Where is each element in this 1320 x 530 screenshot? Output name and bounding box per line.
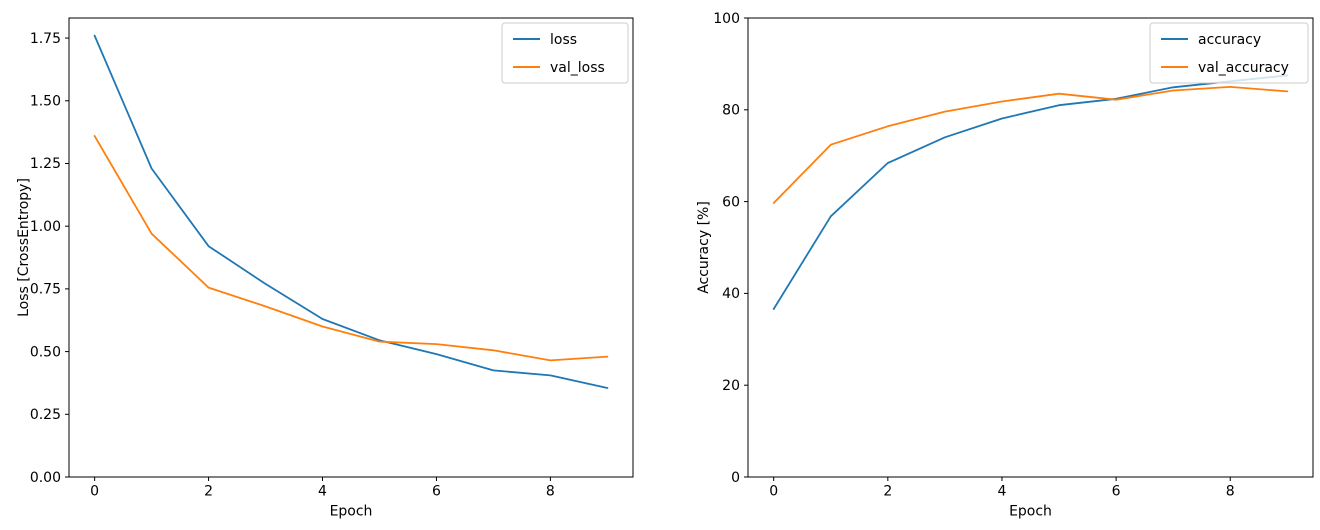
y-tick-label: 0.00 [30,470,61,486]
x-tick-label: 0 [90,484,99,500]
y-tick-label: 0.50 [30,344,61,360]
x-tick-label: 4 [998,484,1007,500]
x-axis-label: Epoch [330,504,373,520]
y-tick-label: 100 [713,11,740,27]
y-tick-label: 1.00 [30,219,61,235]
x-tick-label: 2 [883,484,892,500]
y-tick-label: 20 [722,378,740,394]
x-tick-label: 6 [1112,484,1121,500]
x-tick-label: 8 [546,484,555,500]
loss-chart: 0 2 4 6 8 0.00 0.25 0.50 0.75 1.00 1.25 1.50 1.75 Epo… [16,17,634,520]
y-tick-label: 60 [722,194,740,210]
legend: accuracy val_accuracy [1149,22,1309,84]
y-tick-label: 0.25 [30,407,61,423]
y-tick-label: 40 [722,286,740,302]
x-tick-label: 2 [204,484,213,500]
x-tick-label: 8 [1226,484,1235,500]
legend-label-loss: loss [550,32,577,48]
y-tick-label: 1.25 [30,156,61,172]
y-tick-label: 80 [722,103,740,119]
val_accuracy-line [772,86,1289,204]
axes-spines [747,17,1314,478]
legend: loss val_loss [501,22,629,84]
legend-label-val_accuracy: val_accuracy [1198,60,1289,76]
axes-spines [68,17,634,478]
y-tick-label: 0.75 [30,282,61,298]
loss-line [93,34,609,389]
y-axis-label: Accuracy [%] [696,201,712,294]
val_loss-line [93,134,609,362]
x-tick-label: 0 [769,484,778,500]
legend-label-val_loss: val_loss [550,60,605,76]
y-axis-label: Loss [CrossEntropy] [16,178,32,317]
y-tick-label: 1.75 [30,31,61,47]
legend-box [1149,22,1309,84]
legend-label-accuracy: accuracy [1198,32,1261,48]
x-tick-label: 6 [432,484,441,500]
x-axis-label: Epoch [1009,504,1052,520]
x-tick-label: 4 [318,484,327,500]
y-tick-label: 0 [731,470,740,486]
accuracy-line [772,74,1289,310]
y-tick-label: 1.50 [30,94,61,110]
